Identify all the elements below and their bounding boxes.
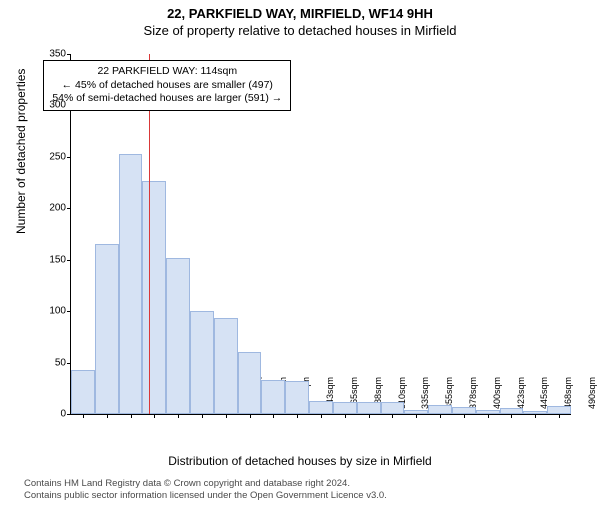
histogram-bar: [214, 318, 238, 414]
x-tick-mark: [154, 414, 155, 418]
histogram-bar: [71, 370, 95, 414]
x-axis-label: Distribution of detached houses by size …: [0, 454, 600, 468]
histogram-bar: [381, 402, 405, 414]
x-tick-mark: [321, 414, 322, 418]
x-tick-mark: [226, 414, 227, 418]
y-tick-mark: [67, 311, 71, 312]
annotation-line2: ← 45% of detached houses are smaller (49…: [52, 79, 282, 93]
x-tick-label: 378sqm: [468, 377, 478, 409]
footer: Contains HM Land Registry data © Crown c…: [24, 478, 387, 502]
x-tick-mark: [535, 414, 536, 418]
y-tick-label: 250: [36, 151, 66, 162]
y-tick-label: 200: [36, 203, 66, 214]
histogram-bar: [261, 380, 285, 414]
x-tick-mark: [83, 414, 84, 418]
x-tick-mark: [250, 414, 251, 418]
x-tick-mark: [107, 414, 108, 418]
histogram-bar: [285, 381, 309, 414]
x-tick-label: 445sqm: [540, 377, 550, 409]
y-axis-label: Number of detached properties: [14, 69, 28, 234]
x-tick-label: 490sqm: [587, 377, 597, 409]
x-tick-mark: [273, 414, 274, 418]
histogram-bar: [428, 405, 452, 414]
histogram-bar: [119, 154, 143, 414]
x-tick-mark: [464, 414, 465, 418]
x-tick-mark: [345, 414, 346, 418]
x-tick-mark: [131, 414, 132, 418]
x-tick-mark: [297, 414, 298, 418]
chart-area: 40sqm63sqm85sqm108sqm130sqm153sqm175sqm1…: [70, 54, 570, 414]
y-tick-mark: [67, 157, 71, 158]
x-tick-mark: [416, 414, 417, 418]
histogram-bar: [547, 406, 571, 414]
histogram-bar: [238, 352, 262, 414]
histogram-bar: [142, 181, 166, 414]
y-tick-label: 100: [36, 306, 66, 317]
histogram-bar: [357, 402, 381, 414]
y-tick-label: 350: [36, 49, 66, 60]
chart-title-sub: Size of property relative to detached ho…: [0, 23, 600, 38]
x-tick-mark: [369, 414, 370, 418]
y-tick-mark: [67, 260, 71, 261]
y-tick-mark: [67, 414, 71, 415]
x-tick-mark: [511, 414, 512, 418]
chart-container: 22, PARKFIELD WAY, MIRFIELD, WF14 9HH Si…: [0, 6, 600, 506]
histogram-bar: [166, 258, 190, 414]
histogram-bar: [452, 407, 476, 414]
x-tick-mark: [559, 414, 560, 418]
histogram-bar: [333, 402, 357, 414]
y-tick-label: 150: [36, 254, 66, 265]
footer-line1: Contains HM Land Registry data © Crown c…: [24, 478, 387, 490]
y-tick-label: 0: [36, 409, 66, 420]
x-tick-label: 468sqm: [563, 377, 573, 409]
histogram-bar: [95, 244, 119, 414]
x-tick-mark: [392, 414, 393, 418]
x-tick-label: 423sqm: [516, 377, 526, 409]
y-tick-label: 50: [36, 357, 66, 368]
y-tick-mark: [67, 54, 71, 55]
histogram-bar: [190, 311, 214, 414]
x-tick-mark: [178, 414, 179, 418]
histogram-bar: [309, 401, 333, 414]
footer-line2: Contains public sector information licen…: [24, 490, 387, 502]
annotation-box: 22 PARKFIELD WAY: 114sqm ← 45% of detach…: [43, 60, 291, 111]
x-tick-mark: [488, 414, 489, 418]
x-tick-mark: [202, 414, 203, 418]
x-tick-label: 400sqm: [492, 377, 502, 409]
annotation-line1: 22 PARKFIELD WAY: 114sqm: [52, 65, 282, 79]
y-tick-mark: [67, 363, 71, 364]
y-tick-mark: [67, 208, 71, 209]
annotation-line3: 54% of semi-detached houses are larger (…: [52, 92, 282, 106]
chart-title-main: 22, PARKFIELD WAY, MIRFIELD, WF14 9HH: [0, 6, 600, 21]
y-tick-label: 300: [36, 100, 66, 111]
x-tick-mark: [440, 414, 441, 418]
